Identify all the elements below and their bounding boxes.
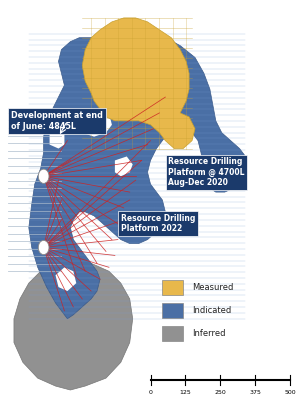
Text: Measured: Measured xyxy=(192,282,234,292)
Circle shape xyxy=(38,169,49,183)
Text: Development at end
of June: 4845L: Development at end of June: 4845L xyxy=(11,111,103,130)
FancyBboxPatch shape xyxy=(162,280,183,295)
Text: 500: 500 xyxy=(284,390,296,395)
Polygon shape xyxy=(82,109,112,137)
Text: Inferred: Inferred xyxy=(192,328,225,338)
Polygon shape xyxy=(29,34,246,319)
Circle shape xyxy=(38,240,49,255)
Text: 0: 0 xyxy=(149,390,152,395)
Polygon shape xyxy=(50,129,64,148)
FancyBboxPatch shape xyxy=(162,326,183,341)
Text: 250: 250 xyxy=(214,390,226,395)
FancyBboxPatch shape xyxy=(162,303,183,318)
Text: Resource Drilling
Platform @ 4700L
Aug-Dec 2020: Resource Drilling Platform @ 4700L Aug-D… xyxy=(168,157,245,187)
Polygon shape xyxy=(115,156,133,176)
Text: 125: 125 xyxy=(179,390,191,395)
Text: 375: 375 xyxy=(249,390,261,395)
Text: Indicated: Indicated xyxy=(192,306,231,314)
Polygon shape xyxy=(82,18,195,148)
Polygon shape xyxy=(14,259,133,390)
Polygon shape xyxy=(55,267,76,291)
Text: Resource Drilling
Platform 2022: Resource Drilling Platform 2022 xyxy=(121,214,195,234)
